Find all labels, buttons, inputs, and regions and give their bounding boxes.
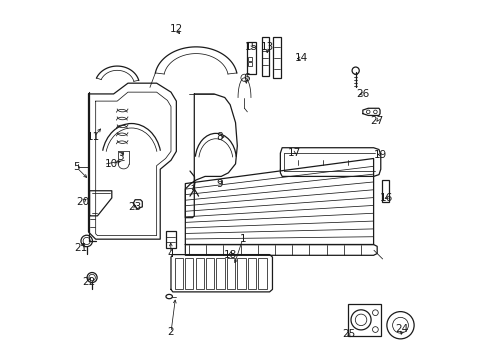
Bar bbox=[226, 258, 235, 289]
Bar bbox=[258, 258, 266, 289]
Text: 17: 17 bbox=[287, 148, 301, 158]
Text: 9: 9 bbox=[216, 179, 222, 189]
Text: 27: 27 bbox=[370, 116, 383, 126]
Text: 18: 18 bbox=[223, 250, 236, 260]
Text: 16: 16 bbox=[379, 193, 392, 203]
Bar bbox=[248, 62, 251, 66]
Bar bbox=[184, 258, 193, 289]
Bar bbox=[246, 42, 255, 74]
Bar bbox=[248, 57, 251, 60]
Bar bbox=[381, 180, 388, 202]
Text: 21: 21 bbox=[75, 243, 88, 253]
Text: 12: 12 bbox=[169, 24, 183, 35]
Text: 6: 6 bbox=[243, 73, 249, 83]
Text: 20: 20 bbox=[77, 197, 89, 207]
Bar bbox=[348, 304, 380, 336]
Text: 5: 5 bbox=[73, 162, 80, 172]
Text: 15: 15 bbox=[244, 42, 258, 52]
Text: 26: 26 bbox=[355, 89, 369, 99]
Text: 11: 11 bbox=[87, 132, 101, 142]
Text: 14: 14 bbox=[295, 53, 308, 63]
Text: 19: 19 bbox=[373, 150, 386, 160]
Text: 8: 8 bbox=[216, 132, 222, 142]
Bar bbox=[205, 258, 214, 289]
Text: 10: 10 bbox=[105, 159, 118, 169]
Text: 3: 3 bbox=[117, 152, 124, 162]
Text: 22: 22 bbox=[81, 277, 95, 287]
Text: 24: 24 bbox=[395, 324, 408, 334]
Bar bbox=[273, 37, 281, 78]
Text: 2: 2 bbox=[167, 327, 174, 337]
Text: 4: 4 bbox=[167, 248, 174, 258]
Bar bbox=[237, 258, 245, 289]
Text: 25: 25 bbox=[341, 329, 354, 339]
Text: 13: 13 bbox=[261, 42, 274, 52]
Bar bbox=[195, 258, 203, 289]
Bar bbox=[216, 258, 224, 289]
Bar bbox=[247, 258, 256, 289]
Bar bbox=[165, 231, 175, 248]
Text: 23: 23 bbox=[128, 202, 142, 212]
Bar bbox=[261, 37, 268, 76]
Text: 7: 7 bbox=[189, 182, 195, 192]
Bar bbox=[174, 258, 183, 289]
Text: 1: 1 bbox=[239, 234, 245, 244]
